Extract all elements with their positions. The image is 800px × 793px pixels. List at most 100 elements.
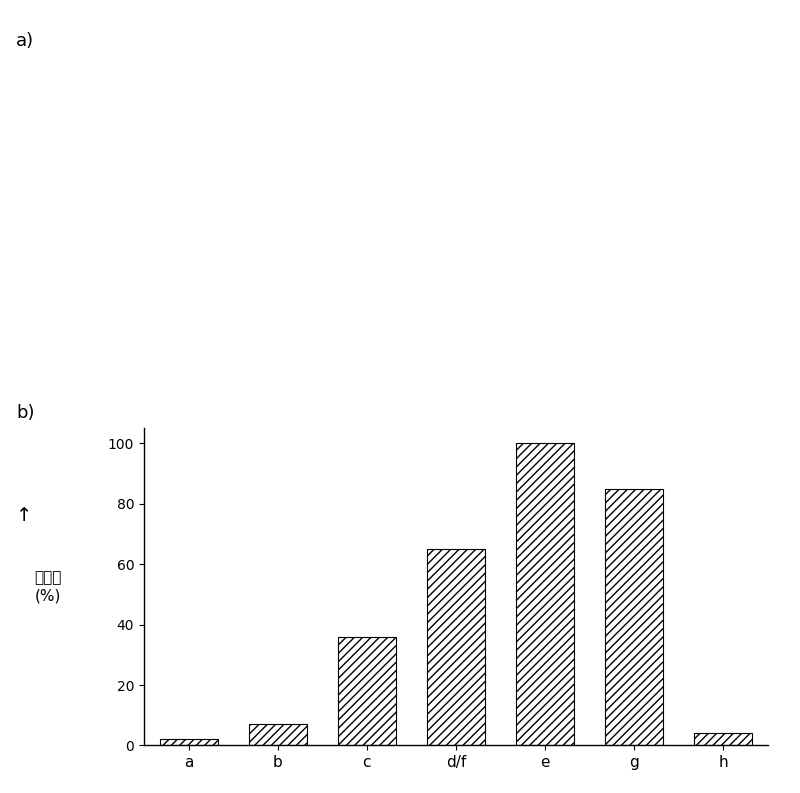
Point <box>768 150 781 163</box>
Point <box>546 117 559 129</box>
Point <box>685 128 698 140</box>
Point <box>530 141 542 154</box>
Point <box>497 144 510 157</box>
Point <box>374 296 387 308</box>
Point <box>504 149 517 162</box>
Point <box>662 96 674 109</box>
Point <box>604 113 617 125</box>
Point <box>346 117 359 130</box>
Point <box>674 126 686 139</box>
Point <box>506 283 519 296</box>
Point <box>420 138 433 151</box>
Point <box>510 119 522 132</box>
Point <box>672 137 685 150</box>
Point <box>312 123 325 136</box>
Point <box>402 251 414 263</box>
Point <box>451 153 464 166</box>
Point <box>417 131 430 144</box>
Point <box>314 278 326 290</box>
Point <box>350 71 362 84</box>
Point <box>217 136 230 148</box>
Point <box>492 309 505 322</box>
Point <box>467 172 480 185</box>
Point <box>385 278 398 291</box>
Point <box>678 159 691 171</box>
Point <box>650 167 663 179</box>
Point <box>424 302 437 315</box>
Point <box>381 144 394 156</box>
Point <box>725 307 738 320</box>
Point <box>326 277 339 289</box>
Point <box>503 287 516 300</box>
Point <box>419 95 432 108</box>
Point <box>330 136 342 148</box>
Point <box>458 274 470 287</box>
Point <box>330 166 342 178</box>
Point <box>493 135 506 147</box>
Point <box>395 113 408 126</box>
Point <box>515 293 528 306</box>
Point <box>506 329 519 342</box>
Point <box>690 155 703 168</box>
Point <box>678 107 690 120</box>
Point <box>562 137 575 150</box>
Point <box>514 284 526 297</box>
Point <box>536 169 549 182</box>
Point <box>450 156 463 169</box>
Point <box>219 309 232 322</box>
Point <box>467 142 480 155</box>
Point <box>617 69 630 82</box>
Point <box>687 142 700 155</box>
Point <box>694 102 706 114</box>
Point <box>500 121 513 134</box>
Point <box>332 105 345 118</box>
Point <box>474 232 486 244</box>
Point <box>659 92 672 105</box>
Point <box>240 305 253 317</box>
Point <box>294 294 307 307</box>
Point <box>657 128 670 140</box>
Point <box>403 294 416 307</box>
Point <box>520 289 533 301</box>
Point <box>594 136 607 149</box>
Point <box>314 291 327 304</box>
Point <box>667 147 680 160</box>
Point <box>381 121 394 133</box>
Point <box>309 289 322 302</box>
Point <box>659 118 672 131</box>
Point <box>658 135 671 147</box>
Point <box>402 155 414 168</box>
Point <box>533 297 546 309</box>
Point <box>606 275 618 288</box>
Point <box>310 112 323 125</box>
Point <box>416 166 429 178</box>
Point <box>570 147 582 159</box>
Point <box>629 121 642 134</box>
Point <box>502 121 515 134</box>
Point <box>693 107 706 120</box>
Point <box>498 101 510 113</box>
Point <box>248 293 261 305</box>
Point <box>494 126 506 139</box>
Point <box>672 125 685 138</box>
Point <box>130 281 143 293</box>
Point <box>674 272 686 285</box>
Point <box>669 159 682 171</box>
Point <box>425 255 438 268</box>
Point <box>415 280 428 293</box>
Point <box>322 285 334 298</box>
Point <box>408 294 421 307</box>
Point <box>343 292 356 305</box>
Point <box>419 136 432 148</box>
Point <box>426 113 438 125</box>
Point <box>666 137 679 150</box>
Point <box>401 308 414 320</box>
Point <box>516 143 529 155</box>
Point <box>477 313 490 326</box>
Point <box>479 328 492 340</box>
Point <box>289 119 302 132</box>
Point <box>710 320 723 332</box>
Point <box>685 101 698 113</box>
Point <box>398 303 410 316</box>
Point <box>519 317 532 330</box>
